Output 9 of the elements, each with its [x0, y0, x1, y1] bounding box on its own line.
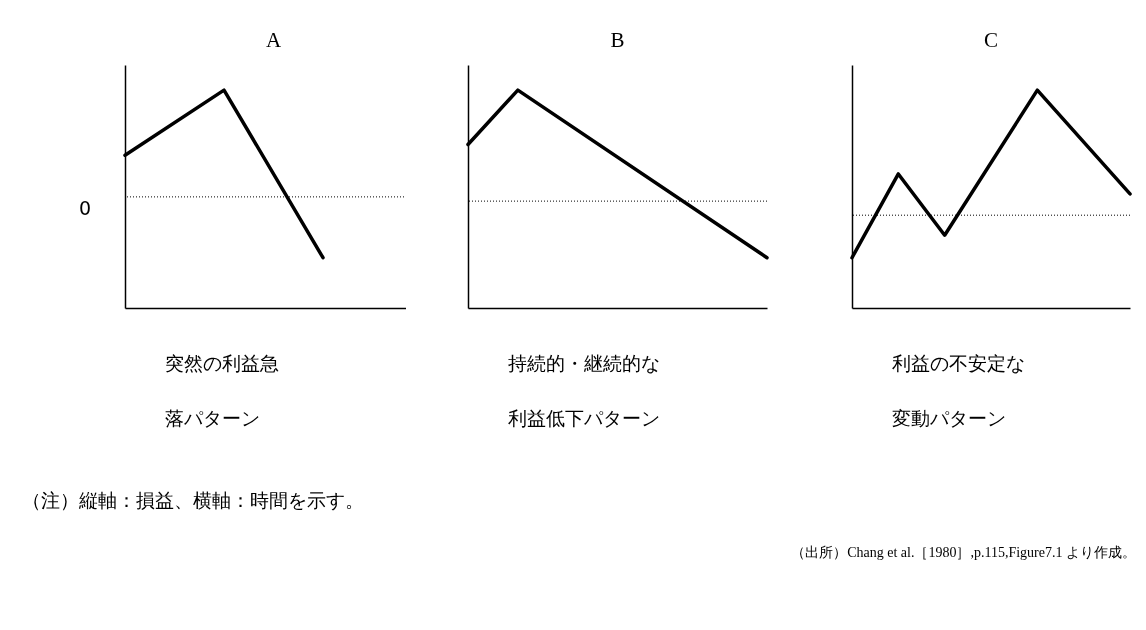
text: （注）縦軸：損益、横軸：時間を示す。 [22, 488, 364, 513]
text: 利益の不安定な変動パターン [891, 351, 1025, 429]
chart-title: C [983, 28, 999, 52]
text: （出所）Chang et al.［1980］,p.115,Figure7.1 より作成。 [791, 544, 1136, 562]
text: 持続的・継続的な利益低下パターン [507, 351, 660, 429]
ref-line-label: 0 [78, 196, 92, 219]
chart-title: B [610, 28, 625, 52]
chart-title: A [265, 28, 282, 52]
text: 突然の利益急落パターン [164, 351, 279, 429]
